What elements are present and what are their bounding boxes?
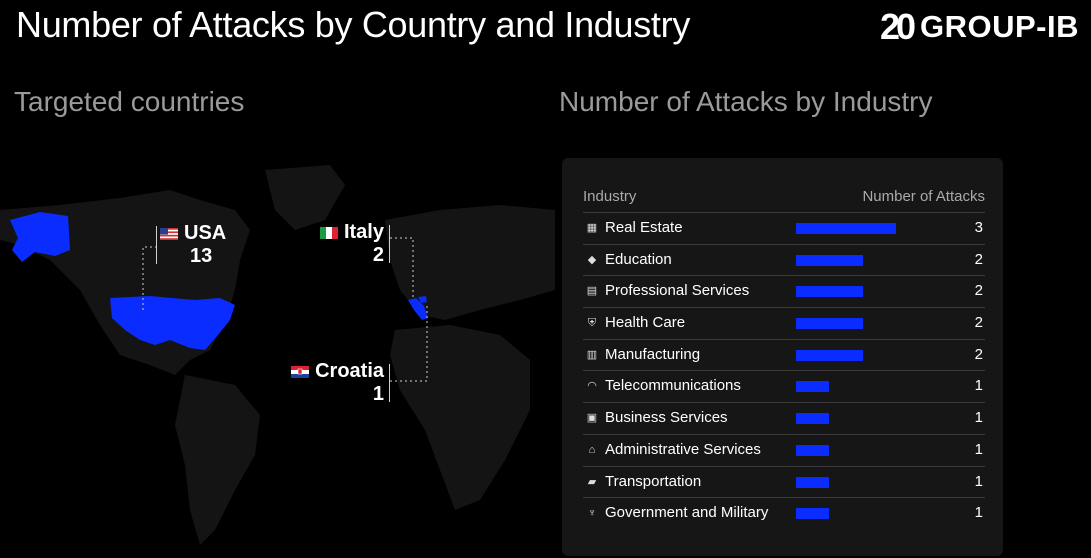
country-value-italy: 2 — [372, 244, 384, 266]
table-row: ▥ Manufacturing 2 — [583, 340, 985, 372]
table-row: ⌂ Administrative Services 1 — [583, 435, 985, 467]
country-value-usa: 13 — [190, 245, 213, 267]
attack-bar — [796, 254, 863, 266]
attack-bar — [796, 381, 830, 393]
table-row: ▤ Professional Services 2 — [583, 276, 985, 309]
trophy-icon: ♆ — [587, 507, 597, 520]
callout-croatia: Croatia 1 — [282, 360, 390, 406]
chart-title: Number of Attacks by Industry — [559, 86, 933, 117]
industry-table-panel: Industry Number of Attacks ▦ Real Estate 3… — [562, 158, 1003, 556]
table-row: ♆ Government and Military 1 — [583, 498, 985, 529]
attack-count: 1 — [974, 472, 983, 490]
attack-count: 2 — [974, 314, 983, 332]
attack-bar — [796, 349, 863, 361]
industry-label: Business Services — [605, 409, 728, 427]
attack-count: 2 — [974, 250, 983, 268]
industry-label: Telecommunications — [605, 377, 741, 395]
attack-bar — [796, 223, 896, 234]
truck-icon: ▰ — [587, 475, 597, 488]
industry-label: Manufacturing — [605, 345, 701, 363]
country-name-croatia: Croatia — [315, 360, 384, 382]
attack-count: 1 — [974, 377, 983, 395]
country-name-usa: USA — [184, 222, 227, 244]
institution-icon: ⌂ — [588, 443, 596, 456]
table-row: ▦ Real Estate 3 — [583, 213, 985, 245]
industry-label: Real Estate — [605, 219, 683, 236]
page-title: Number of Attacks by Country and Industr… — [16, 4, 691, 45]
attack-bar — [796, 413, 830, 425]
attack-count: 1 — [974, 409, 983, 427]
table-row: ⛨ Health Care 2 — [583, 308, 985, 340]
attack-bar — [796, 476, 830, 488]
us-flag-icon — [160, 227, 178, 240]
land-masses — [0, 165, 555, 545]
industry-label: Transportation — [605, 472, 702, 490]
industry-label: Education — [605, 250, 672, 268]
alaska-highlight — [10, 212, 70, 262]
building-icon: ▦ — [586, 222, 598, 234]
column-header-industry: Industry — [583, 188, 637, 205]
callout-usa: USA 13 — [156, 222, 227, 268]
italy-flag-icon — [319, 226, 338, 239]
italy-highlight — [408, 298, 428, 320]
usa-highlight — [110, 296, 235, 350]
briefcase-icon: ▣ — [586, 412, 598, 425]
attack-bar — [796, 318, 863, 330]
group-ib-logo: 20 GROUP-IB — [880, 6, 1079, 48]
table-body: ▦ Real Estate 3 ◆ Education 2 ▤ Professional Se… — [583, 213, 985, 529]
industry-label: Health Care — [605, 314, 686, 332]
wifi-icon: ◠ — [587, 380, 597, 393]
logo-number: 20 — [879, 6, 916, 47]
attack-bar — [796, 508, 830, 520]
shield-cross-icon: ⛨ — [587, 317, 597, 330]
attack-count: 1 — [974, 440, 983, 458]
croatia-highlight — [418, 296, 427, 303]
map-subtitle: Targeted countries — [14, 86, 245, 117]
industry-label: Government and Military — [605, 504, 769, 522]
table-row: ▣ Business Services 1 — [583, 403, 985, 435]
attack-bar — [796, 444, 830, 456]
industry-label: Professional Services — [605, 282, 750, 300]
table-row: ◆ Education 2 — [583, 245, 985, 277]
attack-bar — [796, 286, 863, 298]
country-name-italy: Italy — [343, 221, 384, 243]
column-header-attacks: Number of Attacks — [862, 188, 985, 205]
id-card-icon: ▤ — [586, 285, 598, 298]
logo-brand: GROUP-IB — [920, 9, 1079, 44]
callout-connectors — [142, 237, 428, 382]
factory-icon: ▥ — [586, 348, 598, 361]
world-map — [0, 165, 555, 545]
attack-count: 3 — [974, 219, 983, 236]
attack-count: 2 — [974, 345, 983, 363]
croatia-flag-icon — [291, 365, 310, 378]
table-header: Industry Number of Attacks — [583, 186, 985, 213]
attack-count: 2 — [974, 282, 983, 300]
callout-italy: Italy 2 — [312, 221, 390, 267]
graduation-cap-icon: ◆ — [587, 253, 597, 266]
country-value-croatia: 1 — [372, 383, 384, 405]
table-row: ◠ Telecommunications 1 — [583, 371, 985, 404]
table-row: ▰ Transportation 1 — [583, 467, 985, 499]
industry-label: Administrative Services — [605, 440, 761, 458]
attack-count: 1 — [974, 504, 983, 522]
